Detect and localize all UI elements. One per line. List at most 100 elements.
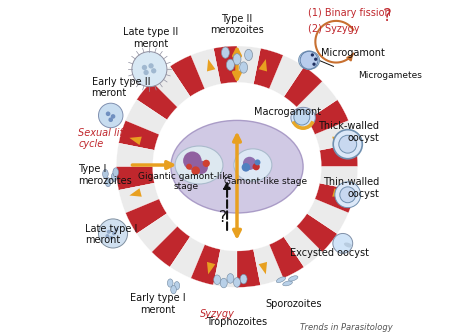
Ellipse shape (105, 178, 111, 187)
Ellipse shape (291, 107, 315, 128)
Ellipse shape (227, 59, 234, 70)
Circle shape (151, 68, 156, 73)
Wedge shape (126, 100, 167, 134)
Ellipse shape (283, 281, 292, 286)
Text: (1) Binary fission: (1) Binary fission (308, 8, 391, 18)
Text: Early type II
meront: Early type II meront (91, 76, 150, 98)
Wedge shape (170, 55, 205, 97)
Wedge shape (319, 143, 358, 167)
Text: Late type I
meront: Late type I meront (85, 224, 137, 245)
Ellipse shape (171, 286, 176, 294)
Circle shape (314, 57, 317, 61)
Text: Excysted oocyst: Excysted oocyst (290, 247, 369, 258)
Ellipse shape (289, 276, 298, 281)
Text: Gamont-like stage: Gamont-like stage (224, 177, 307, 186)
Ellipse shape (227, 274, 234, 283)
Wedge shape (137, 81, 177, 120)
Ellipse shape (234, 149, 272, 181)
Ellipse shape (245, 49, 253, 60)
Wedge shape (254, 48, 283, 89)
Circle shape (195, 161, 208, 174)
Polygon shape (332, 188, 345, 197)
Ellipse shape (221, 47, 229, 58)
Ellipse shape (214, 275, 220, 285)
Text: Microgamont: Microgamont (321, 48, 385, 58)
Circle shape (255, 159, 261, 165)
Wedge shape (269, 237, 304, 278)
Circle shape (253, 163, 260, 170)
Polygon shape (259, 59, 267, 71)
Polygon shape (207, 262, 215, 274)
Circle shape (105, 234, 109, 238)
Circle shape (186, 164, 192, 170)
Wedge shape (297, 213, 337, 252)
Polygon shape (332, 137, 345, 145)
Circle shape (300, 51, 318, 69)
Wedge shape (237, 249, 261, 287)
Text: Macrogamont: Macrogamont (254, 107, 321, 117)
Text: Sexual life
cycle: Sexual life cycle (78, 128, 129, 149)
Text: Thick-walled
oocyst: Thick-walled oocyst (318, 121, 379, 143)
Text: Gigantic gamont-like
stage: Gigantic gamont-like stage (138, 172, 233, 191)
Text: Early type I
meront: Early type I meront (130, 293, 185, 315)
Circle shape (312, 62, 316, 66)
Wedge shape (269, 55, 304, 97)
Circle shape (202, 160, 210, 167)
Ellipse shape (240, 62, 247, 73)
Circle shape (339, 135, 356, 153)
Ellipse shape (175, 146, 223, 184)
Text: Late type II
meront: Late type II meront (123, 27, 179, 48)
Circle shape (132, 52, 167, 87)
Ellipse shape (276, 277, 285, 283)
Text: Trends in Parasitology: Trends in Parasitology (300, 323, 392, 332)
Wedge shape (307, 100, 348, 134)
Wedge shape (118, 183, 159, 213)
Circle shape (333, 233, 353, 253)
Wedge shape (315, 183, 356, 213)
Ellipse shape (240, 274, 247, 284)
Ellipse shape (299, 51, 319, 69)
Circle shape (340, 187, 356, 203)
Circle shape (183, 152, 201, 170)
Ellipse shape (111, 173, 117, 182)
Wedge shape (116, 143, 155, 167)
Circle shape (107, 230, 111, 234)
Circle shape (109, 236, 113, 240)
Wedge shape (254, 244, 283, 285)
Wedge shape (307, 199, 348, 234)
Text: (2) Syzygy: (2) Syzygy (308, 24, 360, 34)
Circle shape (99, 219, 128, 248)
Ellipse shape (171, 120, 303, 213)
Text: ?: ? (219, 210, 227, 225)
Circle shape (333, 130, 362, 159)
Wedge shape (191, 244, 220, 285)
Circle shape (242, 163, 250, 172)
Ellipse shape (220, 278, 227, 288)
Text: Type II
merozoites: Type II merozoites (210, 14, 264, 35)
Text: Type I
merozoites: Type I merozoites (78, 164, 132, 186)
Wedge shape (170, 237, 205, 278)
Wedge shape (237, 46, 261, 84)
Polygon shape (129, 137, 142, 145)
Ellipse shape (167, 279, 173, 287)
Ellipse shape (234, 278, 240, 287)
Polygon shape (259, 262, 267, 274)
Circle shape (112, 231, 116, 235)
Wedge shape (297, 81, 337, 120)
Text: Microgametes: Microgametes (358, 71, 421, 80)
Text: ?: ? (383, 7, 392, 25)
Circle shape (243, 157, 256, 170)
Wedge shape (213, 249, 237, 287)
Wedge shape (284, 226, 322, 267)
Circle shape (335, 182, 361, 208)
Wedge shape (118, 121, 159, 150)
Circle shape (99, 103, 123, 128)
Text: Syzygy: Syzygy (200, 309, 235, 319)
Wedge shape (284, 66, 322, 107)
Wedge shape (315, 121, 356, 150)
Wedge shape (152, 226, 190, 267)
Circle shape (114, 227, 118, 231)
Wedge shape (213, 46, 237, 84)
Ellipse shape (233, 54, 241, 65)
Wedge shape (126, 199, 167, 234)
